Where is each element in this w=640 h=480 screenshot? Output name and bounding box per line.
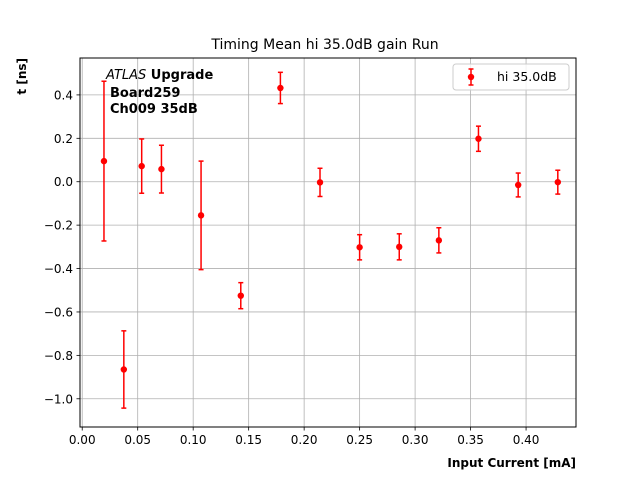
legend: hi 35.0dB (452, 63, 570, 91)
data-point (120, 366, 128, 373)
legend-label: hi 35.0dB (497, 69, 557, 84)
x-tick-label: 0.05 (124, 433, 151, 447)
y-tick-label: −0.4 (44, 262, 73, 276)
y-tick-label: 0.4 (54, 88, 73, 102)
y-tick-label: −1.0 (44, 392, 73, 406)
data-point (554, 178, 562, 186)
grid (80, 58, 576, 427)
x-tick-label: 0.00 (69, 433, 96, 447)
data-point (100, 157, 108, 165)
annotation-atlas: ATLAS (105, 68, 146, 83)
x-tick-label: 0.25 (346, 433, 373, 447)
legend-marker (467, 73, 475, 81)
data-point (158, 165, 165, 173)
x-tick-label: 0.20 (291, 433, 318, 447)
data-point (396, 243, 403, 251)
series-layer (100, 71, 562, 409)
legend-box (452, 63, 570, 91)
data-point (356, 244, 363, 251)
data-point (277, 84, 284, 92)
data-point (316, 179, 324, 186)
x-axis-label: Input Current [mA] (447, 456, 576, 470)
x-tick-label: 0.10 (180, 433, 207, 447)
y-tick-label: −0.2 (44, 219, 73, 233)
y-tick-label: 0.2 (54, 132, 73, 146)
annotation-line-2: Board259 (110, 86, 180, 101)
annotation-line-3: Ch009 35dB (110, 102, 198, 117)
y-tick-label: −0.8 (44, 349, 73, 363)
data-point (237, 292, 244, 299)
plot-frame (79, 57, 577, 428)
data-point (197, 212, 205, 219)
y-axis-ticks: −1.0 −0.8 −0.6 −0.4 −0.2 0.0 0.2 0.4 (44, 88, 80, 406)
y-tick-label: 0.0 (54, 175, 73, 189)
annotation-line-1: ATLAS Upgrade (105, 68, 213, 83)
y-axis-label: t [ns] (15, 58, 29, 95)
chart-title: Timing Mean hi 35.0dB gain Run (210, 37, 438, 53)
x-axis-ticks: 0.00 0.05 0.10 0.15 0.20 0.25 0.30 0.35 0.40 (69, 427, 540, 447)
x-tick-label: 0.35 (457, 433, 484, 447)
y-tick-label: −0.6 (44, 305, 73, 319)
x-tick-label: 0.30 (402, 433, 429, 447)
data-point (475, 135, 482, 142)
data-point (514, 181, 522, 189)
x-tick-label: 0.40 (513, 433, 540, 447)
annotation-upgrade: Upgrade (146, 68, 213, 83)
atlas-annotation: ATLAS Upgrade Board259 Ch009 35dB (105, 68, 213, 117)
x-tick-label: 0.15 (235, 433, 262, 447)
data-point (138, 162, 145, 170)
data-point (435, 237, 443, 244)
